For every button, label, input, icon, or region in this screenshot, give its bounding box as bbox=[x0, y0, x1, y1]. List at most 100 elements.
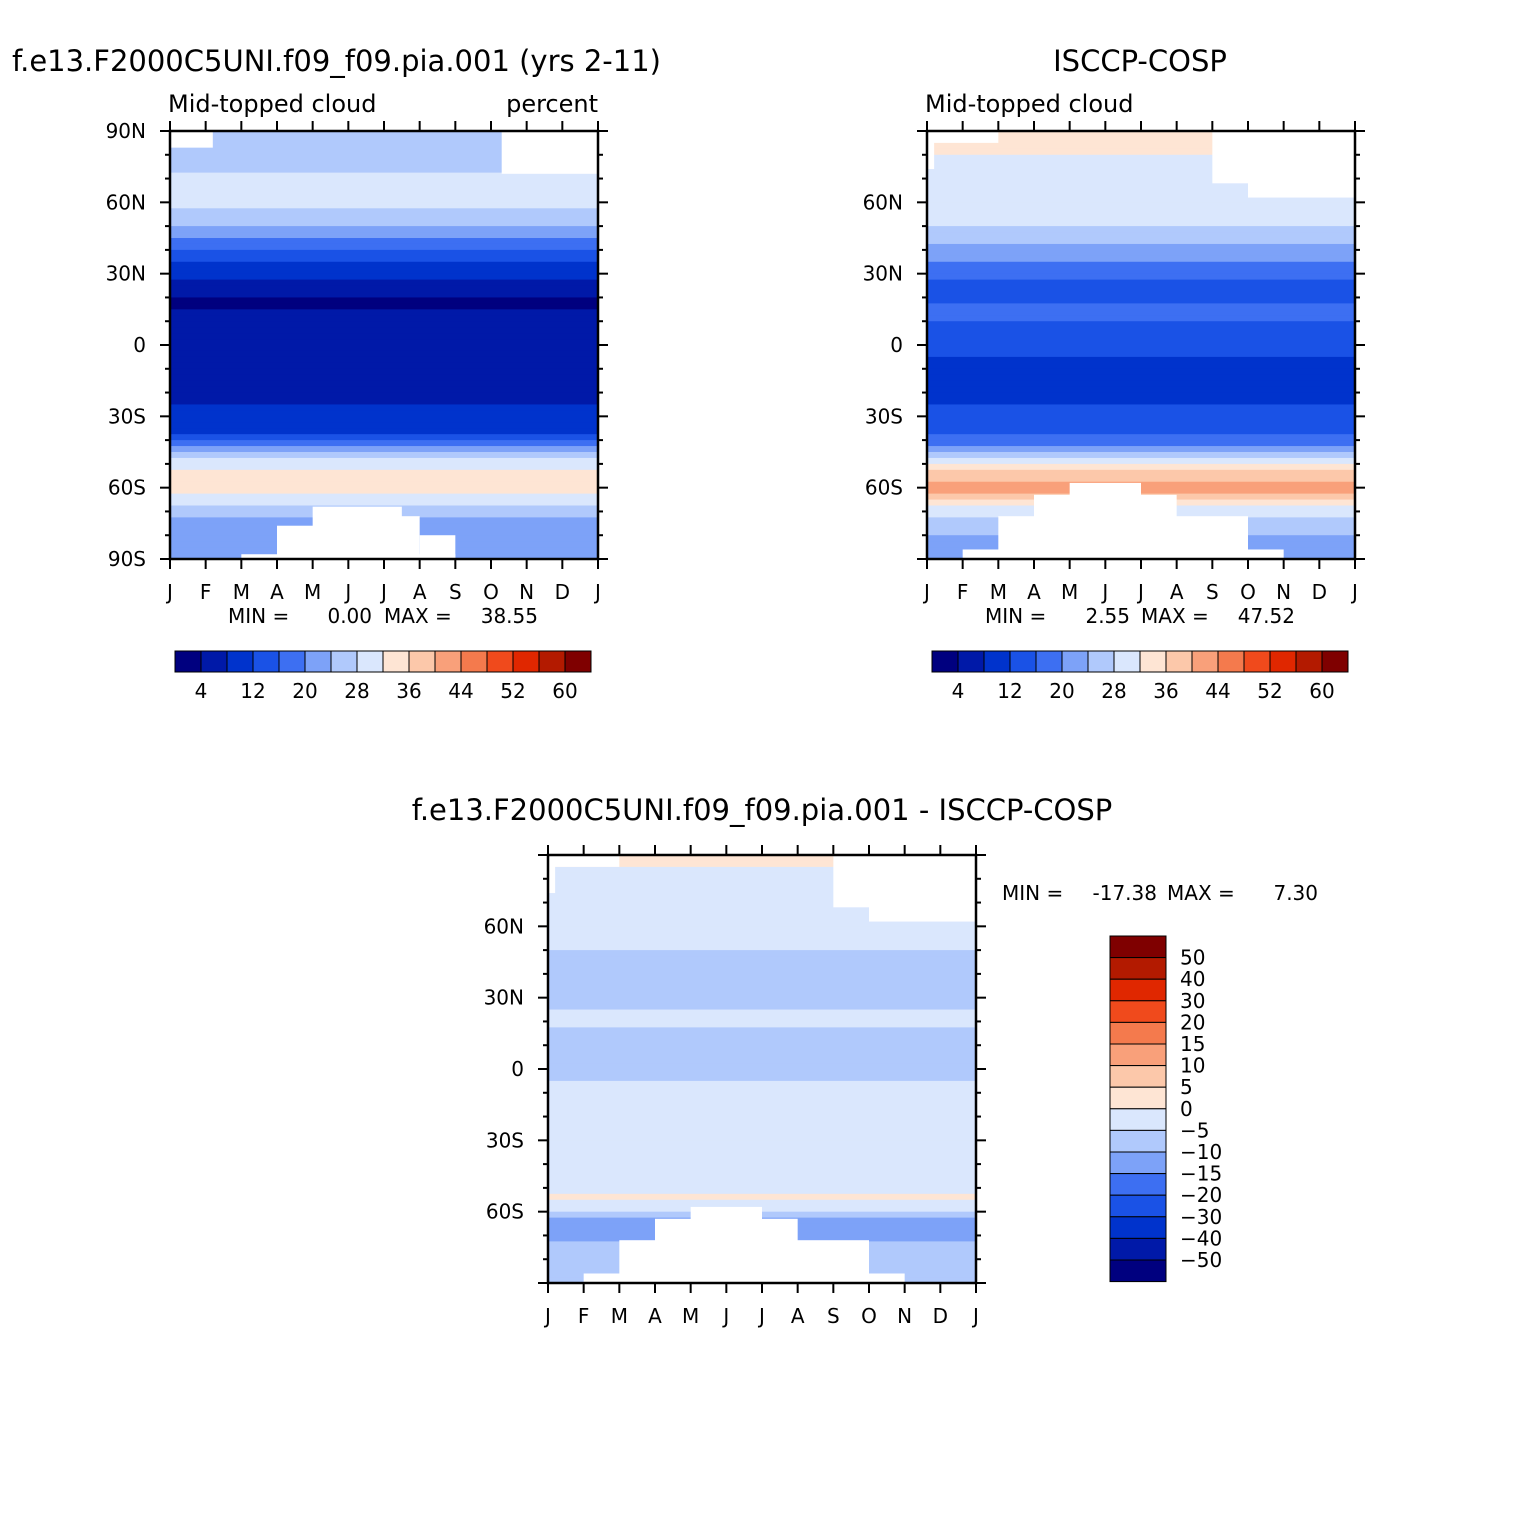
p3-field-band bbox=[548, 1176, 976, 1183]
p3-colorbar-box bbox=[1109, 1173, 1167, 1196]
p3-field-band bbox=[548, 1039, 976, 1046]
p1-field-band bbox=[170, 303, 598, 310]
p3-colorbar-box bbox=[1109, 957, 1167, 980]
p3-colorbar-box bbox=[1109, 935, 1167, 959]
p2-field-band bbox=[927, 434, 1355, 441]
p2-field-band bbox=[927, 339, 1355, 346]
p3-field-band bbox=[548, 890, 976, 898]
p2-colorbar-label: 60 bbox=[1309, 679, 1334, 703]
p3-month-label: J bbox=[543, 1304, 551, 1328]
p3-field-band bbox=[548, 1104, 976, 1112]
p1-lat-label: 60S bbox=[108, 476, 146, 500]
p3-colorbar-label: 0 bbox=[1180, 1097, 1193, 1121]
p2-field-band bbox=[927, 273, 1355, 281]
p3-field-band bbox=[548, 973, 976, 981]
p1-field-band bbox=[170, 255, 598, 263]
p1-field-band bbox=[170, 446, 598, 453]
p2-month-label: J bbox=[1350, 580, 1358, 604]
p2-field-band bbox=[927, 392, 1355, 400]
p1-month-label: O bbox=[483, 580, 499, 604]
p2-lat-label: 60N bbox=[863, 190, 903, 214]
p1-colorbar-box bbox=[512, 650, 540, 673]
p2-field-band bbox=[927, 350, 1355, 358]
p3-field-band bbox=[548, 860, 976, 868]
p2-colorbar-box bbox=[1035, 650, 1063, 673]
p2-field-band bbox=[927, 184, 1355, 192]
p1-field-band bbox=[170, 428, 598, 435]
p1-field-band bbox=[170, 309, 598, 316]
p1-field-band bbox=[170, 440, 598, 447]
p2-field-band bbox=[927, 368, 1355, 376]
p3-field-band bbox=[548, 1193, 976, 1201]
p1-month-label: D bbox=[555, 580, 570, 604]
panel2-title: ISCCP-COSP bbox=[1053, 44, 1227, 78]
p2-lat-label: 30S bbox=[865, 404, 903, 428]
p2-field-band bbox=[927, 178, 1355, 186]
p3-field-band bbox=[548, 1199, 976, 1207]
p2-missing-north-mask bbox=[1248, 131, 1355, 198]
p2-field-band bbox=[927, 428, 1355, 435]
p2-field-band bbox=[927, 279, 1355, 287]
p1-field-band bbox=[170, 273, 598, 281]
p2-field-band bbox=[927, 291, 1355, 299]
p2-field-band bbox=[927, 315, 1355, 322]
p3-field-band bbox=[548, 1140, 976, 1147]
p1-colorbar-box bbox=[330, 650, 358, 673]
p1-colorbar-box bbox=[200, 650, 228, 673]
p1-month-label: J bbox=[165, 580, 173, 604]
p3-lat-label: 60N bbox=[484, 914, 524, 938]
panel2-max-value: 47.52 bbox=[1238, 604, 1295, 628]
p3-month-label: N bbox=[897, 1304, 912, 1328]
panel2-subtitle: Mid-topped cloud bbox=[925, 90, 1133, 118]
p2-field-band bbox=[927, 208, 1355, 215]
p2-colorbar-box bbox=[1321, 650, 1349, 673]
p2-colorbar-box bbox=[1061, 650, 1089, 673]
p2-field-band bbox=[927, 362, 1355, 370]
p3-field-band bbox=[548, 1015, 976, 1023]
p2-field-band bbox=[927, 398, 1355, 406]
p3-colorbar-label: −15 bbox=[1180, 1162, 1222, 1186]
p3-field-band bbox=[548, 991, 976, 999]
p2-colorbar-box bbox=[1009, 650, 1037, 673]
p2-field-band bbox=[927, 196, 1355, 203]
p3-field-band bbox=[548, 1057, 976, 1064]
p3-field-band bbox=[548, 1063, 976, 1070]
p3-field-band bbox=[548, 1098, 976, 1106]
p2-month-label: F bbox=[957, 580, 969, 604]
p1-field-band bbox=[170, 452, 598, 459]
p3-field-band bbox=[548, 1122, 976, 1130]
p3-month-label: M bbox=[682, 1304, 699, 1328]
p1-colorbar-box bbox=[408, 650, 436, 673]
p1-field-band bbox=[170, 481, 598, 489]
p2-month-label: O bbox=[1240, 580, 1256, 604]
p3-field-band bbox=[548, 1080, 976, 1088]
p1-lat-label: 30N bbox=[106, 262, 146, 286]
p2-field-band bbox=[927, 446, 1355, 453]
p1-field-band bbox=[170, 279, 598, 287]
p1-field-band bbox=[170, 190, 598, 197]
p3-colorbar-box bbox=[1109, 1000, 1167, 1023]
p3-colorbar-box bbox=[1109, 1021, 1167, 1045]
p1-field-band bbox=[170, 410, 598, 417]
p3-field-band bbox=[548, 1110, 976, 1118]
panel1-units: percent bbox=[506, 90, 598, 118]
p3-field-band bbox=[548, 1074, 976, 1082]
panel2-max-label: MAX = bbox=[1141, 604, 1209, 628]
p1-lat-label: 0 bbox=[133, 333, 146, 357]
p3-field-band bbox=[548, 950, 976, 957]
p1-field-band bbox=[170, 160, 598, 168]
panel1-colorbar: 4 12 20 28 36 44 52 60 bbox=[174, 650, 592, 703]
p2-month-label: A bbox=[1027, 580, 1041, 604]
p1-month-label: F bbox=[200, 580, 212, 604]
p3-colorbar-label: −20 bbox=[1180, 1183, 1222, 1207]
p3-field-band bbox=[548, 997, 976, 1005]
p1-colorbar-box bbox=[278, 650, 306, 673]
p1-lat-label: 60N bbox=[106, 190, 146, 214]
p2-colorbar-box bbox=[1113, 650, 1141, 673]
p1-field-band bbox=[170, 261, 598, 269]
p2-field-band bbox=[927, 261, 1355, 269]
p2-field-band bbox=[927, 297, 1355, 304]
p1-month-label: N bbox=[519, 580, 534, 604]
p3-month-label: D bbox=[933, 1304, 948, 1328]
p2-field-band bbox=[927, 333, 1355, 340]
